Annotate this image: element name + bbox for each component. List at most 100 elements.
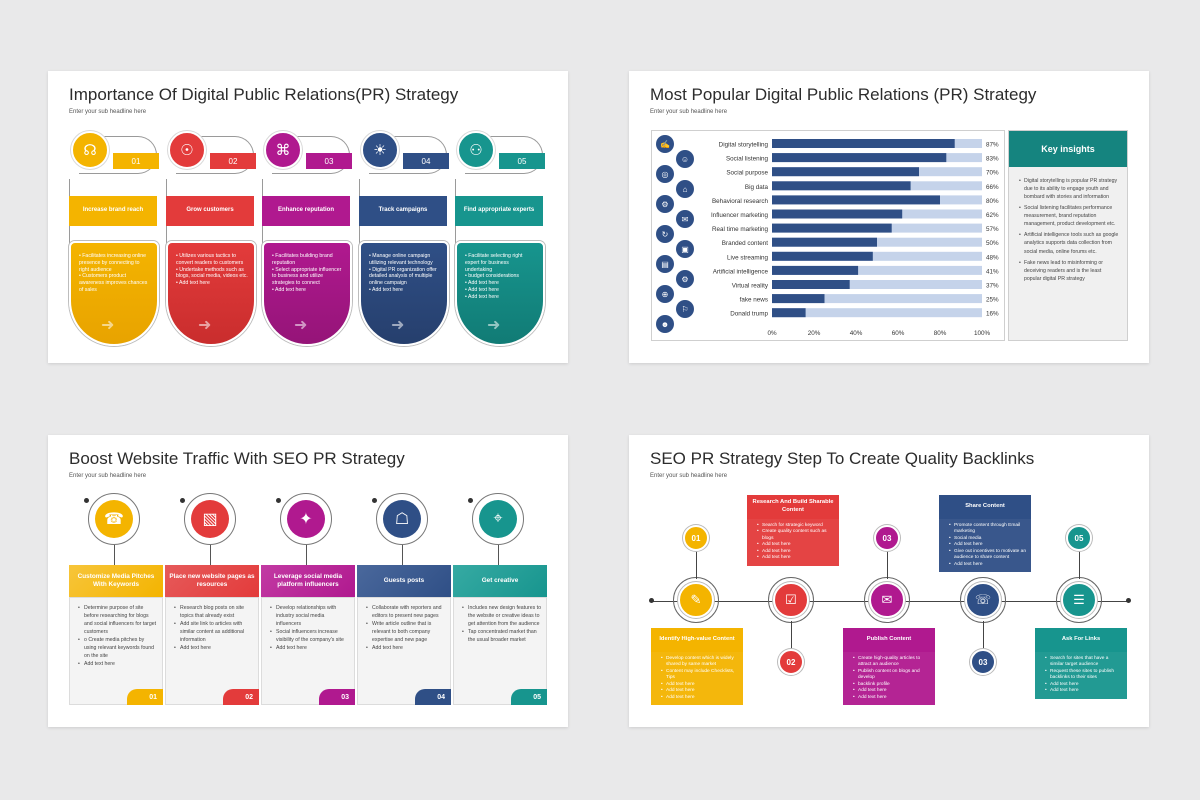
importance-card[interactable]: ⚇ 05 Find appropriate experts Facilitate se… bbox=[455, 131, 545, 356]
step-card-bullet: backlink profile bbox=[853, 682, 930, 689]
slide-title: SEO PR Strategy Step To Create Quality B… bbox=[650, 449, 1035, 468]
presentation-icon[interactable]: ☰ bbox=[1061, 582, 1097, 618]
step-card-bullet: Add text here bbox=[661, 695, 738, 702]
bar-value bbox=[772, 294, 825, 304]
slide-seo-traffic[interactable]: Boost Website Traffic With SEO PR Strate… bbox=[48, 435, 568, 727]
bar-track bbox=[772, 280, 982, 289]
seo-traffic-card[interactable]: ▧ Place new website pages as resources Res… bbox=[165, 493, 259, 709]
strategy-icon: ⚙ bbox=[676, 270, 694, 288]
step-card-bullet: Search for strategic keyword bbox=[757, 523, 834, 530]
step-badge: 03 bbox=[970, 649, 996, 675]
customer-search-icon-glyph: ☉ bbox=[180, 142, 194, 159]
publish-icon[interactable]: ✉ bbox=[869, 582, 905, 618]
card-bullet: Add text here bbox=[366, 644, 445, 652]
step-card-body: Create high-quality articles to attract … bbox=[843, 652, 935, 706]
strategy-icon: ◎ bbox=[656, 165, 674, 183]
seo-traffic-card[interactable]: ✦ Leverage social media platform influenc… bbox=[261, 493, 355, 709]
social-share-icon: ✦ bbox=[287, 500, 325, 538]
slide-pr-popular[interactable]: Most Popular Digital Public Relations (P… bbox=[629, 71, 1149, 363]
bar-track bbox=[772, 308, 982, 318]
card-bullet: Social influencers increase visibility o… bbox=[270, 628, 349, 644]
bar-category-label: Behavioral research bbox=[712, 198, 768, 205]
card-connector-line bbox=[455, 179, 456, 294]
bar-track bbox=[772, 265, 982, 275]
web-page-icon: ▧ bbox=[191, 500, 229, 538]
card-connector-line bbox=[69, 179, 70, 294]
step-card[interactable]: Ask For Links Search for sites that have … bbox=[1035, 628, 1127, 699]
timeline-start-dot bbox=[649, 598, 654, 603]
bar-value bbox=[772, 139, 955, 148]
team-icon-glyph: ⚇ bbox=[469, 142, 483, 159]
bar-value bbox=[772, 308, 806, 318]
bar-data-label: 57% bbox=[986, 226, 999, 233]
design-tools-icon[interactable]: ✎ bbox=[678, 582, 714, 618]
insight-bullet: Fake news lead to misinforming or deceiv… bbox=[1019, 259, 1119, 283]
card-bullet: Includes new design features to the webs… bbox=[462, 604, 541, 628]
checklist-icon[interactable]: ☑ bbox=[773, 582, 809, 618]
slide-seo-backlinks[interactable]: SEO PR Strategy Step To Create Quality B… bbox=[629, 435, 1149, 727]
step-card-bullet: Request these sites to publish backlinks… bbox=[1045, 669, 1122, 682]
card-bullet: Add text here bbox=[369, 287, 441, 294]
bar-category-label: Artificial intelligence bbox=[713, 268, 769, 275]
bar-data-label: 87% bbox=[986, 142, 999, 149]
step-card[interactable]: Publish Content Create high-quality artic… bbox=[843, 628, 935, 706]
card-bullet: Facilitates building brand reputation bbox=[272, 253, 344, 267]
ring-dot bbox=[84, 498, 89, 503]
step-card-bullet: Give out incentives to motivate an audie… bbox=[949, 549, 1026, 562]
slide-pr-importance[interactable]: Importance Of Digital Public Relations(P… bbox=[48, 71, 568, 363]
bar-value bbox=[772, 153, 947, 163]
icon-ring bbox=[472, 493, 524, 545]
card-number: 02 bbox=[210, 153, 256, 169]
slide-subtitle: Enter your sub headline here bbox=[650, 109, 728, 115]
step-card-body: Search for strategic keywordCreate quali… bbox=[747, 519, 839, 566]
card-number: 03 bbox=[319, 689, 355, 705]
card-bullet: Add text here bbox=[465, 287, 537, 294]
seo-traffic-card[interactable]: ⌖ Get creative Includes new design feature… bbox=[453, 493, 547, 709]
card-bullets: Facilitates increasing online presence b… bbox=[79, 253, 151, 294]
card-connector-line bbox=[359, 179, 360, 294]
importance-card[interactable]: ⌘ 03 Enhance reputation Facilitates buildin… bbox=[262, 131, 352, 356]
strategy-icon: ⚙ bbox=[656, 195, 674, 213]
icon-stem bbox=[498, 545, 499, 565]
step-card-bullet: Promote content through Email marketing bbox=[949, 523, 1026, 536]
card-number: 03 bbox=[306, 153, 352, 169]
card-bullet: Add text here bbox=[465, 294, 537, 301]
card-label: Track campaigns bbox=[359, 196, 447, 226]
seo-traffic-card[interactable]: ☖ Guests posts Collaborate with reporters … bbox=[357, 493, 451, 709]
mobile-share-icon[interactable]: ☏ bbox=[965, 582, 1001, 618]
slide-title: Boost Website Traffic With SEO PR Strate… bbox=[69, 449, 405, 468]
card-number: 02 bbox=[223, 689, 259, 705]
step-card-title: Identify High-value Content bbox=[651, 628, 743, 652]
card-bullets: Research blog posts on site topics that … bbox=[174, 604, 253, 652]
step-card[interactable]: Identify High-value Content Develop conte… bbox=[651, 628, 743, 706]
strategy-icon: ▣ bbox=[676, 240, 694, 258]
slide-subtitle: Enter your sub headline here bbox=[650, 473, 728, 479]
card-bullet: Tap concentrated market than the usual b… bbox=[462, 628, 541, 644]
card-bullets: Utilizes various tactics to convert read… bbox=[176, 253, 248, 287]
bar-track bbox=[772, 294, 982, 304]
badge-connector bbox=[983, 621, 984, 649]
bar-value bbox=[772, 209, 903, 219]
step-card-body: Promote content through Email marketingS… bbox=[939, 519, 1031, 573]
step-card-bullet: Add text here bbox=[949, 542, 1026, 549]
bar-data-label: 62% bbox=[986, 212, 999, 219]
card-bullet: Develop relationships with industry soci… bbox=[270, 604, 349, 628]
seo-traffic-card[interactable]: ☎ Customize Media Pitches With Keywords De… bbox=[69, 493, 163, 709]
importance-card[interactable]: ☊ 01 Increase brand reach Facilitates incre… bbox=[69, 131, 159, 356]
bar-value bbox=[772, 237, 877, 247]
network-icon-glyph: ⌘ bbox=[275, 142, 291, 159]
strategy-icon: ↻ bbox=[656, 225, 674, 243]
strategy-icon: ✉ bbox=[676, 210, 694, 228]
bar-data-label: 70% bbox=[986, 170, 999, 177]
importance-card[interactable]: ☀ 04 Track campaigns Manage online campaign… bbox=[359, 131, 449, 356]
importance-card[interactable]: ☉ 02 Grow customers Utilizes various tactic… bbox=[166, 131, 256, 356]
step-card[interactable]: Research And Build Sharable Content Searc… bbox=[747, 495, 839, 566]
step-card-bullet: Create high-quality articles to attract … bbox=[853, 656, 930, 669]
bar-value bbox=[772, 265, 859, 275]
step-card[interactable]: Share Content Promote content through Ema… bbox=[939, 495, 1031, 573]
insight-bullet: Social listening facilitates performance… bbox=[1019, 204, 1119, 228]
step-card-bullet: Add text here bbox=[1045, 682, 1122, 689]
bar-data-label: 25% bbox=[986, 297, 999, 304]
step-card-bullets: Create high-quality articles to attract … bbox=[853, 656, 930, 702]
card-bullet: Add site link to articles with similar c… bbox=[174, 620, 253, 644]
